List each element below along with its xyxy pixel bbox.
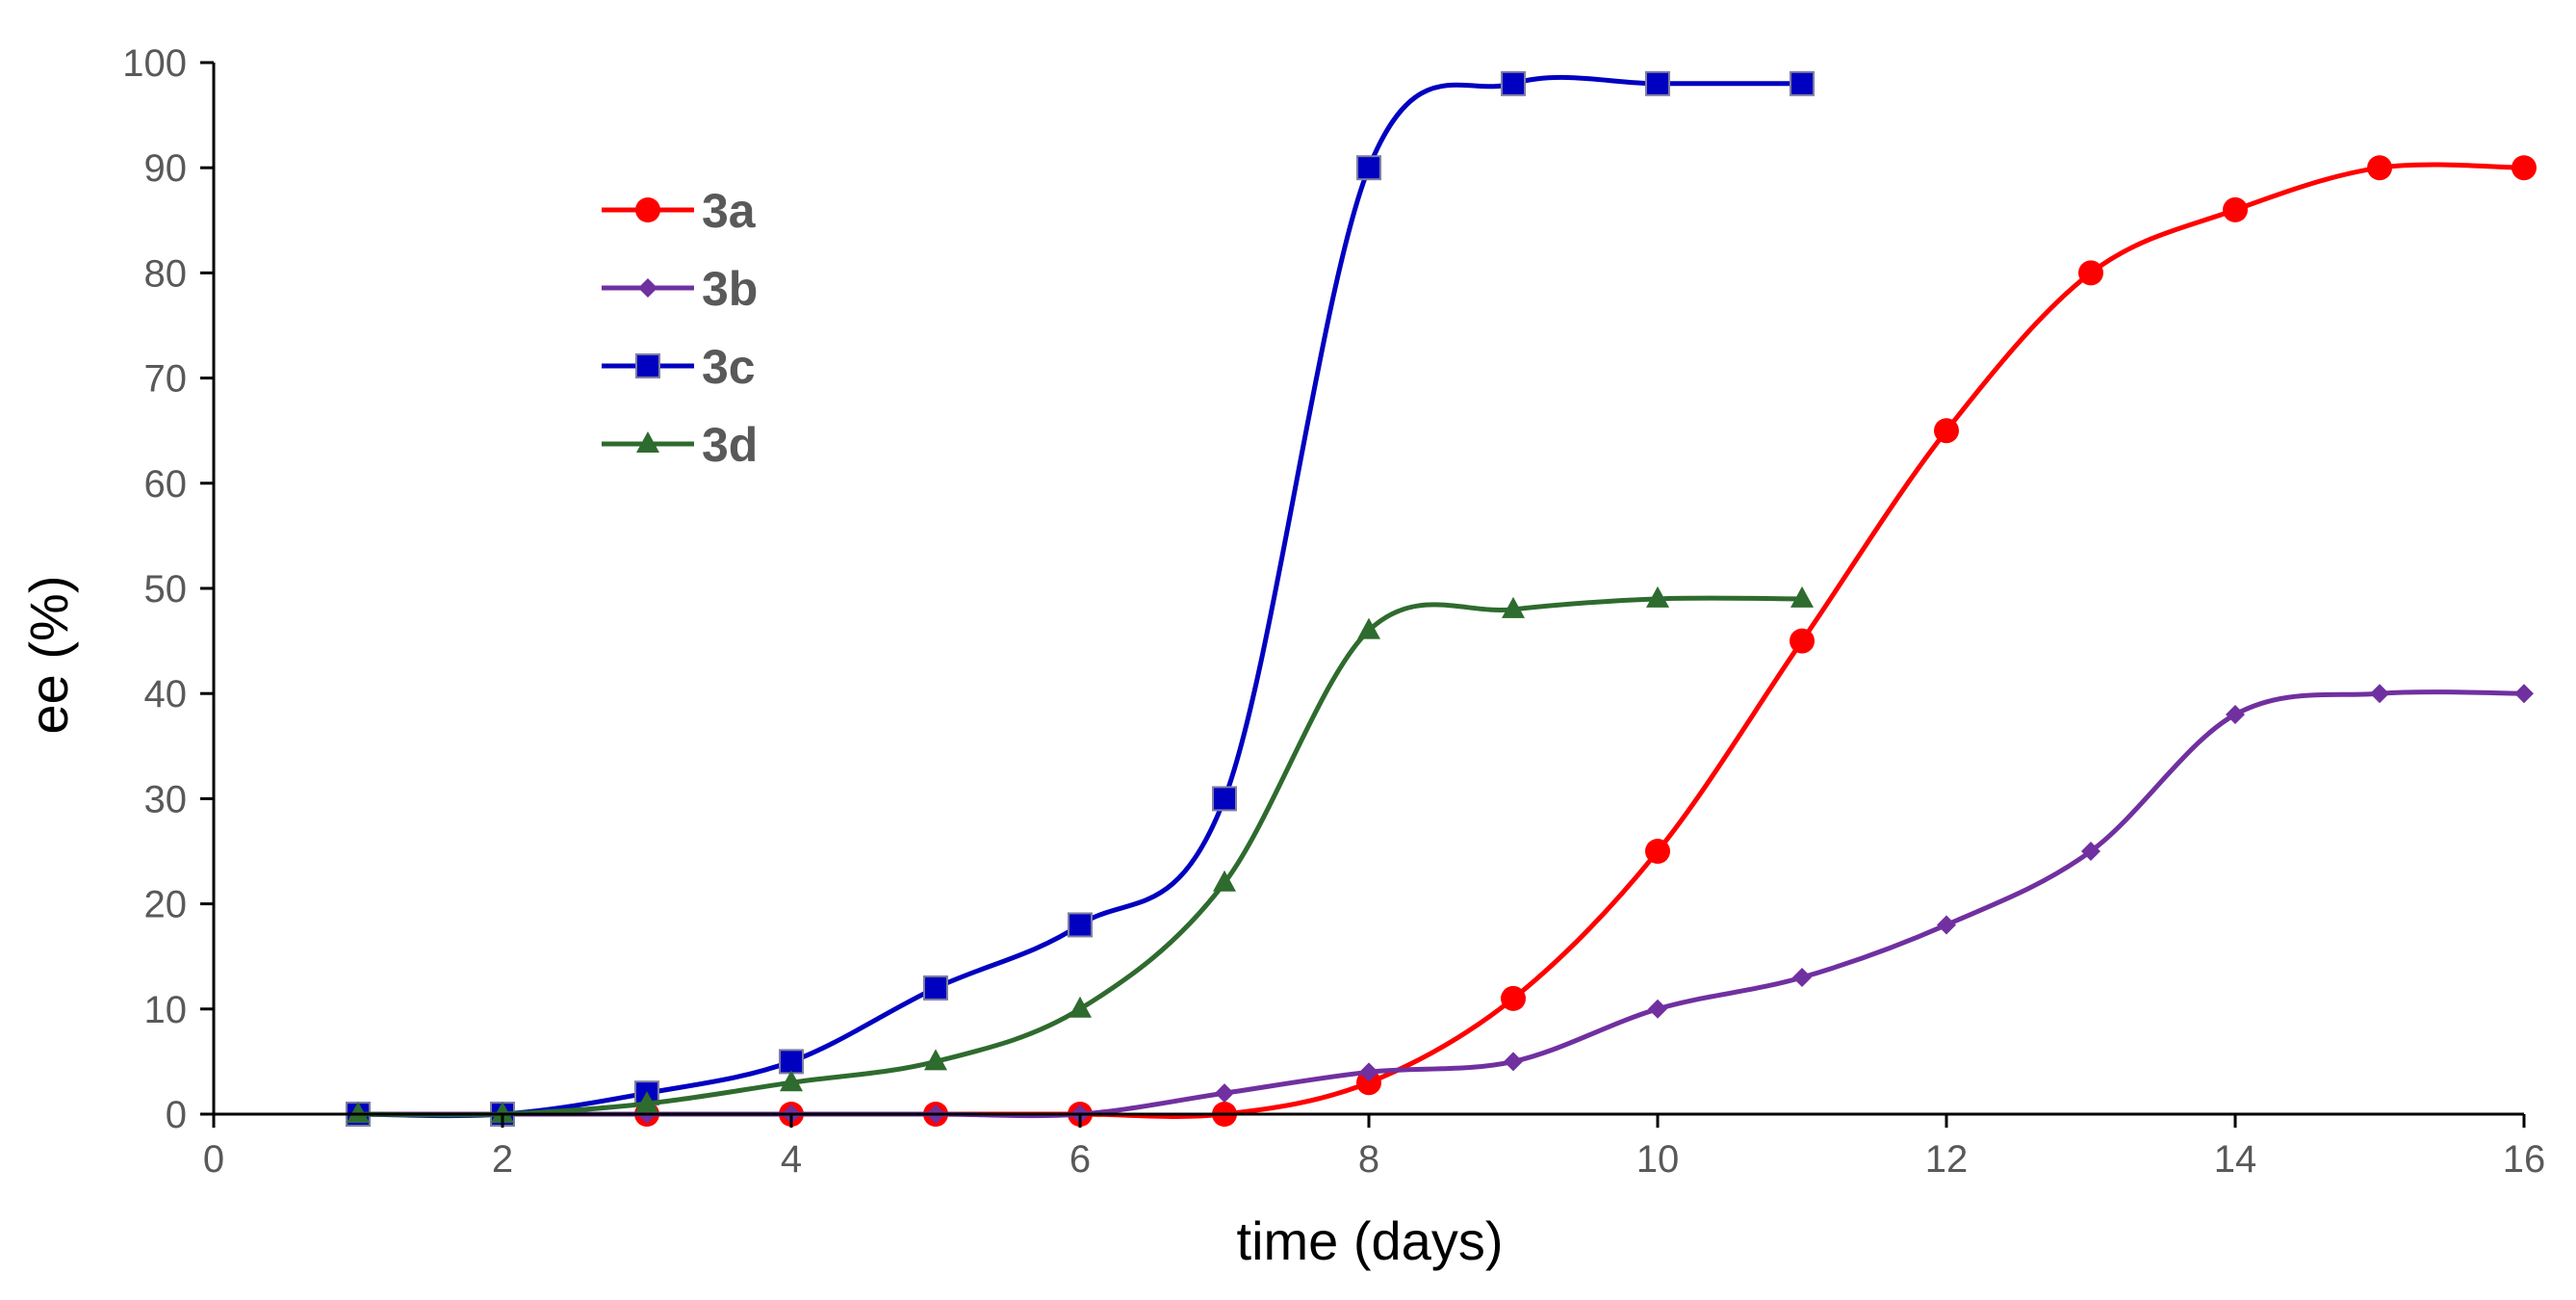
data-point-3d (347, 1102, 370, 1123)
axes-layer: 0 10 20 30 40 50 60 70 80 90 100 0 2 4 6 8 10 12 14 16 (122, 42, 2545, 1181)
x-tick-label: 8 (1358, 1138, 1379, 1181)
y-tick-label: 0 (166, 1094, 187, 1136)
series-line-3a (358, 162, 2525, 1119)
data-point-3a (2223, 196, 2248, 222)
data-point-3a (2078, 260, 2103, 286)
data-point-3b (1937, 915, 1956, 935)
legend-item-3d: 3d (602, 418, 758, 472)
data-point-3c (923, 975, 948, 1001)
legend-label: 3c (702, 340, 756, 394)
data-point-3d (491, 1102, 514, 1123)
data-point-3d (1357, 617, 1380, 639)
data-point-3a (1356, 1070, 1381, 1096)
data-point-3b (2226, 705, 2245, 725)
y-tick-label: 40 (144, 673, 188, 715)
legend-label: 3d (702, 418, 758, 472)
x-tick-label: 16 (2503, 1138, 2546, 1181)
y-tick-label: 60 (144, 463, 188, 506)
y-tick-label: 90 (144, 147, 188, 190)
data-point-3d (1790, 585, 1814, 608)
series-line-3b (358, 689, 2525, 1119)
data-point-3b (1504, 1052, 1523, 1072)
data-point-3a (2367, 155, 2392, 181)
data-point-3b (2081, 842, 2100, 861)
legend: 3a 3b 3c 3d (602, 184, 758, 472)
series-3d (347, 585, 1814, 1123)
data-point-3a (2512, 155, 2537, 181)
data-point-3b (1792, 968, 1812, 988)
y-axis-title: ee (%) (18, 576, 79, 735)
legend-label: 3b (702, 262, 758, 316)
data-point-3c (1212, 786, 1237, 812)
series-3b (348, 684, 2534, 1124)
data-point-3b (2514, 684, 2534, 704)
data-point-3d (1213, 870, 1236, 892)
legend-label: 3a (702, 184, 757, 238)
data-point-3a (1501, 985, 1526, 1011)
x-tick-label: 0 (203, 1138, 224, 1181)
data-point-3d (924, 1049, 947, 1071)
data-point-3c (1501, 70, 1526, 96)
data-point-3b (1359, 1062, 1378, 1082)
data-point-3c (1645, 70, 1670, 96)
x-tick-label: 6 (1069, 1138, 1091, 1181)
y-tick-label: 10 (144, 989, 188, 1031)
legend-item-3b: 3b (602, 262, 758, 316)
legend-marker-triangle (636, 431, 659, 453)
data-point-3b (2370, 684, 2389, 704)
y-tick-label: 100 (122, 42, 187, 85)
x-tick-label: 14 (2214, 1138, 2257, 1181)
data-point-3d (1646, 585, 1669, 608)
data-point-3a (1645, 839, 1670, 864)
legend-marker-square (635, 353, 660, 378)
legend-marker-circle (635, 197, 660, 222)
y-tick-label: 50 (144, 568, 188, 611)
legend-marker-diamond (638, 278, 657, 298)
legend-item-3a: 3a (602, 184, 757, 238)
data-point-3c (1356, 155, 1381, 181)
x-tick-label: 4 (781, 1138, 802, 1181)
data-point-3b (1648, 999, 1667, 1019)
legend-item-3c: 3c (602, 340, 756, 394)
data-point-3c (1068, 912, 1093, 938)
x-axis-title: time (days) (1237, 1210, 1504, 1271)
x-tick-label: 2 (492, 1138, 513, 1181)
series-layer (346, 70, 2537, 1127)
y-tick-label: 80 (144, 252, 188, 295)
x-tick-label: 10 (1636, 1138, 1680, 1181)
data-point-3c (779, 1049, 804, 1075)
series-3a (346, 155, 2537, 1127)
data-point-3d (780, 1070, 803, 1092)
data-point-3a (1790, 628, 1815, 654)
y-tick-label: 20 (144, 884, 188, 926)
data-point-3d (635, 1091, 658, 1113)
data-point-3d (1502, 596, 1525, 618)
series-line-3c (357, 74, 1802, 1119)
data-point-3d (1069, 996, 1092, 1018)
data-point-3a (1934, 418, 1959, 444)
y-tick-label: 70 (144, 358, 188, 401)
x-tick-label: 12 (1925, 1138, 1969, 1181)
data-point-3b (1215, 1083, 1234, 1104)
y-tick-label: 30 (144, 778, 188, 820)
data-point-3c (1790, 70, 1815, 96)
series-line-3d (357, 595, 1803, 1118)
series-3c (346, 70, 1815, 1127)
